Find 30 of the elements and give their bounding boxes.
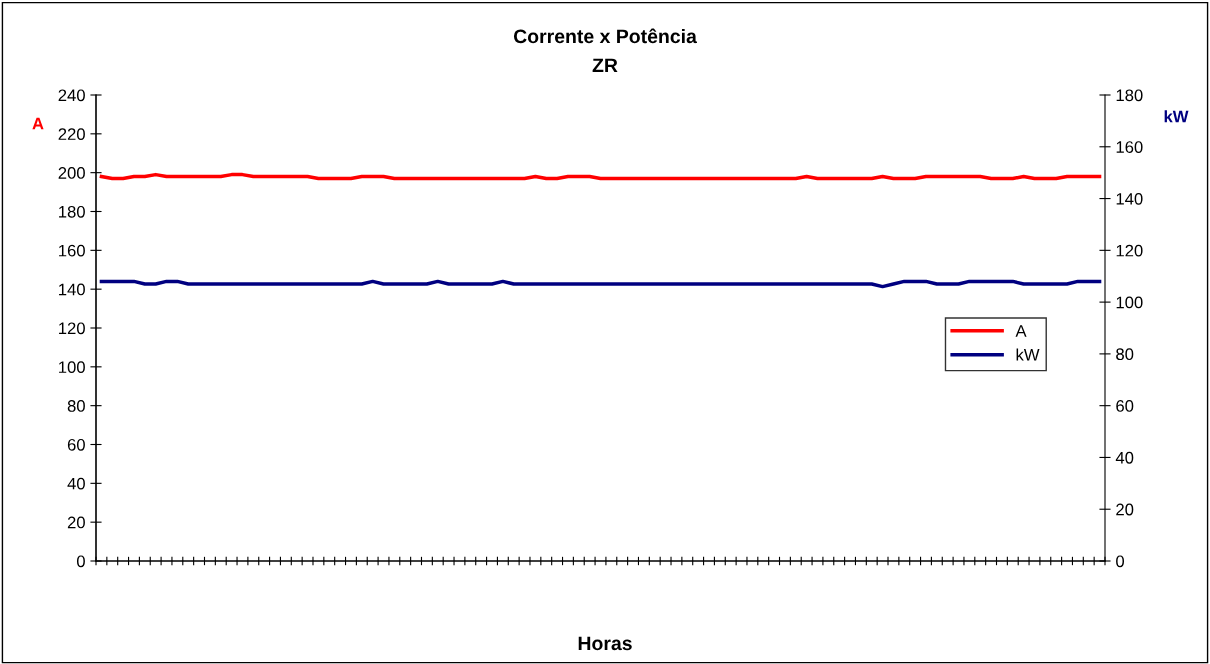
y-tick-label: 200 [58, 167, 85, 179]
y-tick-label: 20 [67, 516, 85, 529]
x-axis-title: Horas [578, 636, 632, 651]
y2-tick-label: 140 [1116, 192, 1143, 205]
y2-axis-title: kW [1164, 110, 1189, 123]
y2-tick-label: 80 [1116, 348, 1134, 361]
chart-subtitle: ZR [592, 58, 618, 73]
y2-tick-label: 100 [1116, 296, 1143, 309]
y2-tick-label: 180 [1116, 89, 1143, 102]
y-tick-label: 240 [58, 89, 85, 102]
y-tick-label: 220 [58, 128, 85, 141]
y-tick-label: 60 [67, 438, 85, 451]
y2-tick-label: 20 [1116, 503, 1134, 516]
y-tick-label: 100 [59, 361, 85, 374]
y2-tick-label: 160 [1116, 141, 1143, 153]
y2-tick-label: 0 [1116, 555, 1125, 568]
chart-title: Corrente x Potência [513, 28, 697, 44]
y2-tick-label: 60 [1116, 400, 1134, 412]
y2-tick-label: 40 [1115, 451, 1134, 464]
y-tick-label: 160 [59, 244, 85, 257]
legend-label: kW [1016, 348, 1040, 361]
y-axis-title: A [32, 117, 44, 130]
y-tick-label: 180 [59, 205, 85, 218]
y2-tick-label: 120 [1116, 244, 1143, 257]
y-tick-label: 140 [59, 283, 85, 296]
legend-label: A [1015, 325, 1027, 337]
y-tick-label: 80 [67, 400, 85, 412]
y-tick-label: 120 [59, 322, 85, 335]
y-tick-label: 40 [67, 477, 85, 490]
y-tick-label: 0 [76, 555, 85, 568]
